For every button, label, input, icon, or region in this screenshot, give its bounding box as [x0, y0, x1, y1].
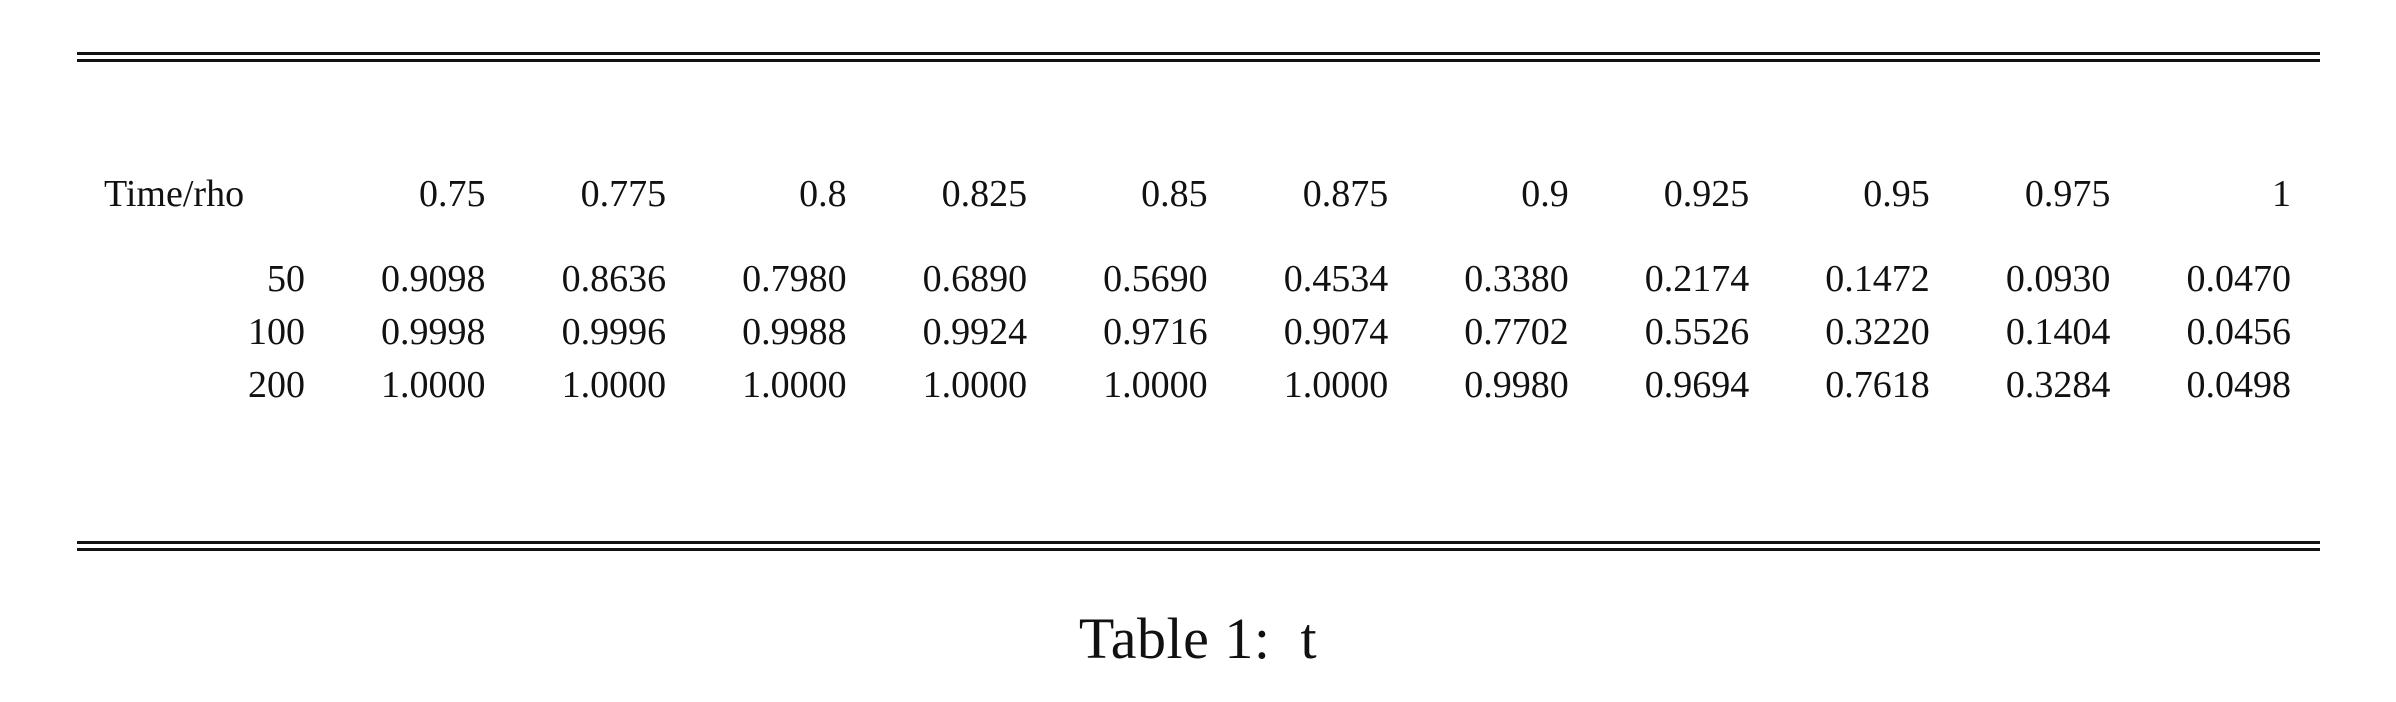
table-cell: 0.7618 [1825, 363, 1930, 406]
table-cell: 0.0498 [2186, 363, 2292, 406]
caption-text: t [1300, 606, 1318, 671]
table-cell: 1.0000 [381, 363, 486, 406]
table-cell: 0.5690 [1103, 257, 1208, 300]
table-row: 200 1.0000 1.0000 1.0000 1.0000 1.0000 1… [77, 358, 2320, 411]
table-cell: 0.7980 [742, 257, 847, 300]
table-cell: 0.9074 [1283, 310, 1389, 353]
table-cell: 0.2174 [1644, 257, 1750, 300]
table-row: 100 0.9998 0.9996 0.9988 0.9924 0.9716 0… [77, 305, 2320, 358]
table-caption: Table 1: t [0, 605, 2396, 672]
bottom-double-rule [77, 541, 2320, 551]
table-cell: 0.9694 [1644, 363, 1750, 406]
column-header: 0.8 [799, 173, 847, 215]
header-row: Time/rho 0.75 0.775 0.8 0.825 0.85 0.875… [77, 150, 2320, 238]
row-time: 200 [248, 363, 305, 406]
column-header: 1 [2272, 173, 2291, 215]
column-header: 0.85 [1141, 173, 1208, 215]
row-time: 50 [267, 257, 305, 300]
column-header: 0.975 [2024, 173, 2111, 215]
column-header: 0.925 [1663, 173, 1750, 215]
results-table: Time/rho 0.75 0.775 0.8 0.825 0.85 0.875… [77, 150, 2320, 411]
table-cell: 0.9988 [742, 310, 847, 353]
table-cell: 0.0456 [2186, 310, 2292, 353]
caption-gap [1270, 606, 1300, 671]
table-cell: 1.0000 [742, 363, 847, 406]
table-cell: 0.1472 [1825, 257, 1930, 300]
table-cell: 0.9998 [381, 310, 486, 353]
column-header: 0.75 [419, 173, 486, 215]
table-cell: 1.0000 [561, 363, 667, 406]
column-header: 0.825 [941, 173, 1028, 215]
table-cell: 1.0000 [922, 363, 1028, 406]
table-cell: 1.0000 [1103, 363, 1208, 406]
table-row: 50 0.9098 0.8636 0.7980 0.6890 0.5690 0.… [77, 252, 2320, 305]
table-cell: 0.4534 [1283, 257, 1389, 300]
table-cell: 0.0470 [2186, 257, 2292, 300]
stub-header: Time/rho [104, 173, 245, 215]
table-cell: 0.0930 [2005, 257, 2111, 300]
column-header: 0.875 [1302, 173, 1389, 215]
table-cell: 0.7702 [1464, 310, 1569, 353]
table-cell: 0.6890 [922, 257, 1028, 300]
table-cell: 1.0000 [1283, 363, 1389, 406]
table-cell: 0.3220 [1825, 310, 1930, 353]
table-cell: 0.9716 [1103, 310, 1208, 353]
column-header: 0.775 [580, 173, 667, 215]
table-cell: 0.3284 [2005, 363, 2111, 406]
top-double-rule [77, 52, 2320, 62]
table-cell: 0.9924 [922, 310, 1028, 353]
table-cell: 0.8636 [561, 257, 667, 300]
table-cell: 0.3380 [1464, 257, 1569, 300]
column-header: 0.9 [1521, 173, 1569, 215]
table-cell: 0.9098 [381, 257, 486, 300]
table-cell: 0.5526 [1644, 310, 1750, 353]
table-cell: 0.9996 [561, 310, 667, 353]
table-cell: 0.1404 [2005, 310, 2111, 353]
row-time: 100 [248, 310, 305, 353]
table-cell: 0.9980 [1464, 363, 1569, 406]
column-header: 0.95 [1863, 173, 1930, 215]
caption-label: Table 1: [1078, 606, 1271, 671]
